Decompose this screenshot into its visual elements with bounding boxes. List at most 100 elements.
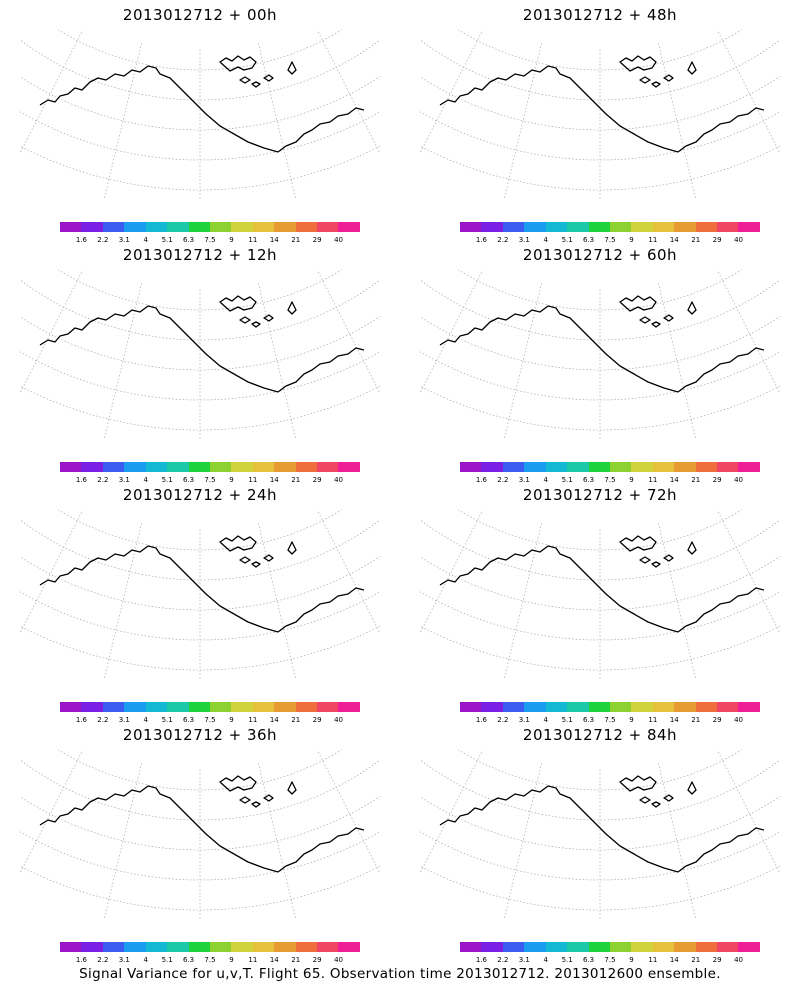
colorbar-tick-label: 3.1 [518, 956, 530, 964]
map-plot [420, 510, 780, 680]
colorbar-swatch [188, 222, 210, 232]
panel-title: 2013012712 + 60h [522, 246, 678, 264]
colorbar-swatch [652, 462, 675, 472]
colorbar-tick-label: 4 [543, 476, 548, 484]
colorbar-tick-label: 6.3 [182, 716, 195, 724]
colorbar-tick-label: 4 [543, 956, 548, 964]
colorbar-tick-label: 14 [269, 956, 279, 964]
contour-blob [174, 816, 202, 832]
colorbar-swatch [524, 702, 546, 712]
colorbar-tick-label: 11 [648, 716, 658, 724]
colorbar-tick-label: 21 [291, 236, 301, 244]
colorbar-tick-label: 4 [543, 716, 548, 724]
colorbar-swatch [252, 462, 275, 472]
colorbar-swatch [209, 942, 232, 952]
colorbar-swatch [674, 702, 696, 712]
colorbar-swatch [167, 222, 189, 232]
colorbar-tick-label: 1.6 [475, 956, 487, 964]
colorbar-swatch [460, 462, 482, 472]
colorbar-tick-label: 2.2 [497, 716, 509, 724]
variance-field [156, 332, 328, 388]
colorbar-swatch [631, 462, 653, 472]
colorbar-tick-label: 7.5 [604, 716, 616, 724]
map-panel-84h: 2013012712 + 84h 1.6 2.2 3.1 4 5.1 6.3 7.5 9 11 14… [400, 720, 800, 964]
colorbar-tick-label: 40 [734, 476, 744, 484]
colorbar-swatch [188, 702, 210, 712]
colorbar-tick-label: 9 [629, 236, 634, 244]
panel-title: 2013012712 + 84h [522, 726, 678, 744]
colorbar-swatch [695, 702, 718, 712]
colorbar-tick-label: 3.1 [118, 956, 130, 964]
colorbar-tick-label: 29 [312, 956, 322, 964]
colorbar-tick-label: 6.3 [582, 476, 595, 484]
colorbar-swatch [717, 702, 739, 712]
colorbar-swatch [695, 942, 718, 952]
colorbar-ticks: 1.6 2.2 3.1 4 5.1 6.3 7.5 9 11 14 21 29 40 [460, 236, 760, 246]
colorbar-swatch [502, 222, 525, 232]
colorbar-swatch [124, 462, 146, 472]
colorbar-swatch [252, 222, 275, 232]
colorbar-swatch [545, 942, 568, 952]
colorbar-swatch [60, 942, 82, 952]
colorbar-ticks: 1.6 2.2 3.1 4 5.1 6.3 7.5 9 11 14 21 29 40 [60, 716, 360, 726]
contour-blob [520, 310, 720, 414]
coastline [39, 55, 365, 153]
colorbar-tick-label: 29 [312, 476, 322, 484]
colorbar-tick-label: 40 [734, 716, 744, 724]
map-panel-12h: 2013012712 + 12h 1.6 2.2 3.1 4 5.1 6.3 7.5 9 11 14… [0, 240, 400, 484]
colorbar-ticks: 1.6 2.2 3.1 4 5.1 6.3 7.5 9 11 14 21 29 40 [60, 476, 360, 486]
contour-blob [156, 344, 184, 388]
colorbar-swatch [102, 702, 125, 712]
colorbar-tick-label: 5.1 [161, 236, 173, 244]
colorbar-swatch [338, 942, 360, 952]
colorbar-swatch [102, 942, 125, 952]
colorbar-tick-label: 14 [669, 236, 679, 244]
colorbar-swatch [252, 702, 275, 712]
colorbar-tick-label: 11 [648, 476, 658, 484]
map-panel-36h: 2013012712 + 36h 1.6 2.2 3.1 4 5.1 6.3 7.5 9 11 14… [0, 720, 400, 964]
colorbar-swatch [60, 702, 82, 712]
colorbar-swatch [674, 222, 696, 232]
colorbar-tick-label: 14 [269, 236, 279, 244]
graticule [20, 750, 380, 920]
colorbar-swatch [609, 702, 632, 712]
colorbar-tick-label: 5.1 [561, 956, 573, 964]
colorbar-tick-label: 5.1 [161, 476, 173, 484]
colorbar-tick-label: 2.2 [497, 476, 509, 484]
colorbar-swatch [717, 462, 739, 472]
colorbar-swatch [567, 462, 589, 472]
colorbar-swatch [317, 942, 339, 952]
colorbar-swatch [102, 462, 125, 472]
colorbar-tick-label: 2.2 [97, 476, 109, 484]
colorbar-tick-label: 7.5 [604, 476, 616, 484]
colorbar-tick-label: 6.3 [182, 476, 195, 484]
colorbar-swatch [274, 222, 296, 232]
contour-blob [634, 110, 666, 130]
colorbar-tick-label: 14 [269, 716, 279, 724]
graticule [420, 750, 780, 920]
colorbar-swatch [338, 702, 360, 712]
colorbar-swatch [631, 942, 653, 952]
colorbar-swatch [295, 462, 318, 472]
colorbar-swatch [231, 942, 253, 952]
colorbar-tick-label: 1.6 [475, 716, 487, 724]
colorbar-swatch [231, 222, 253, 232]
colorbar-swatch [252, 942, 275, 952]
panel-title: 2013012712 + 24h [122, 486, 278, 504]
colorbar-tick-label: 40 [334, 236, 344, 244]
colorbar-tick-label: 21 [691, 956, 701, 964]
colorbar-swatch [317, 222, 339, 232]
colorbar-tick-label: 9 [629, 716, 634, 724]
colorbar-tick-label: 2.2 [497, 236, 509, 244]
colorbar-swatch [524, 942, 546, 952]
colorbar-tick-label: 6.3 [582, 956, 595, 964]
colorbar-swatch [295, 942, 318, 952]
colorbar-swatch [674, 942, 696, 952]
colorbar-tick-label: 1.6 [475, 236, 487, 244]
colorbar [60, 702, 360, 712]
colorbar-tick-label: 9 [229, 956, 234, 964]
colorbar-tick-label: 1.6 [75, 956, 87, 964]
colorbar-tick-label: 11 [648, 236, 658, 244]
colorbar-tick-label: 3.1 [518, 476, 530, 484]
colorbar-tick-label: 7.5 [204, 716, 216, 724]
